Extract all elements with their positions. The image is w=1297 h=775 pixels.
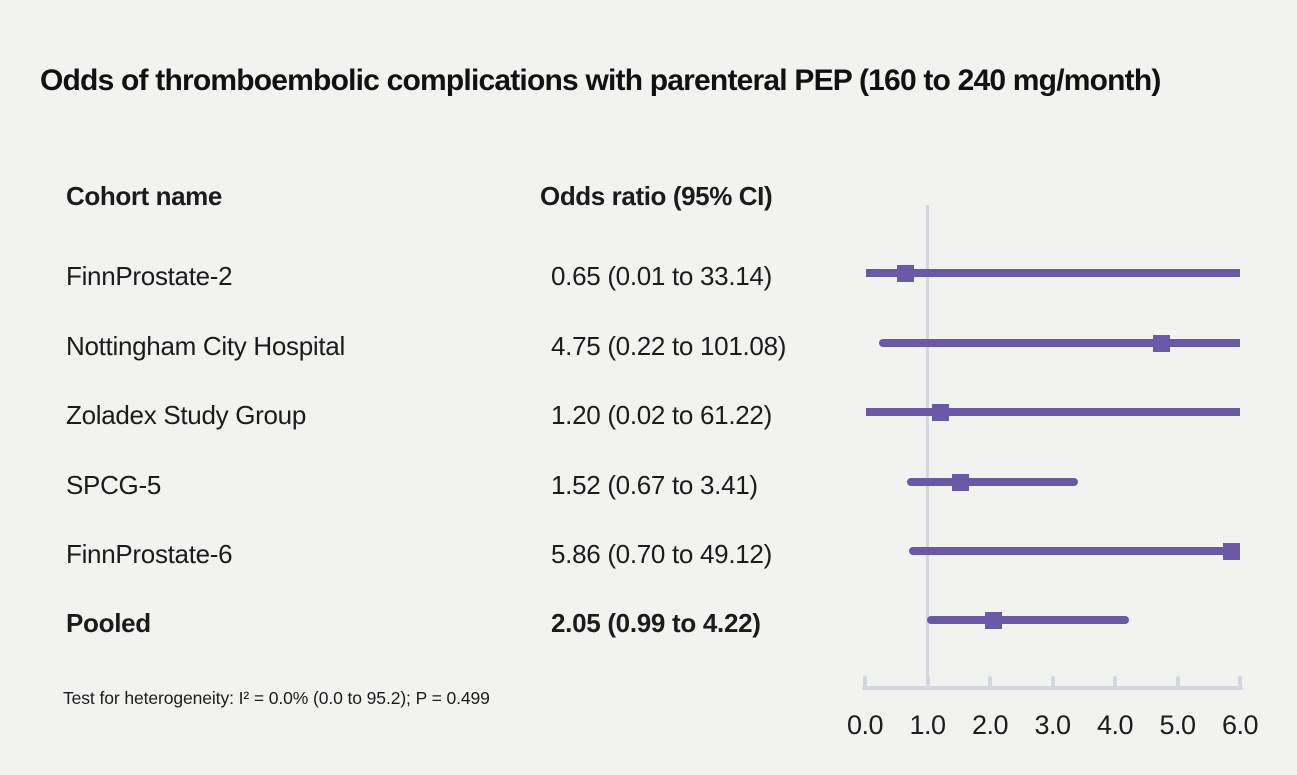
cohort-name-label: SPCG-5: [66, 470, 162, 500]
x-axis-tick-label: 4.0: [1096, 710, 1134, 740]
x-axis-tick-label: 0.0: [846, 710, 884, 740]
cohort-name-label: Pooled: [66, 608, 151, 638]
odds-ratio-marker: [897, 264, 915, 282]
column-header-cohort: Cohort name: [66, 181, 222, 211]
odds-ratio-value: 2.05 (0.99 to 4.22): [551, 608, 761, 638]
cohort-name-label: FinnProstate-6: [66, 539, 233, 569]
confidence-interval-line: [906, 478, 1079, 486]
x-axis-tick: [1113, 676, 1117, 689]
x-axis-tick: [863, 676, 867, 689]
confidence-interval-line: [926, 616, 1129, 624]
odds-ratio-value: 0.65 (0.01 to 33.14): [551, 261, 772, 291]
x-axis-tick: [1238, 676, 1242, 689]
x-axis-tick: [925, 676, 930, 689]
x-axis-tick: [1050, 676, 1055, 689]
odds-ratio-marker: [1153, 334, 1171, 352]
odds-ratio-marker: [984, 611, 1002, 629]
odds-ratio-value: 1.20 (0.02 to 61.22): [551, 400, 772, 430]
odds-ratio-value: 1.52 (0.67 to 3.41): [551, 470, 758, 500]
x-axis-tick: [988, 676, 992, 689]
reference-line-or-1: [926, 205, 929, 690]
x-axis-tick-label: 6.0: [1221, 710, 1259, 740]
confidence-interval-line: [866, 408, 1240, 416]
x-axis-tick-label: 3.0: [1034, 710, 1071, 740]
figure-title: Odds of thromboembolic complications wit…: [40, 64, 1161, 97]
odds-ratio-marker: [931, 403, 949, 421]
cohort-name-label: FinnProstate-2: [66, 261, 233, 291]
odds-ratio-value: 4.75 (0.22 to 101.08): [551, 331, 787, 361]
heterogeneity-note: Test for heterogeneity: I² = 0.0% (0.0 t…: [63, 688, 490, 708]
x-axis-tick: [1175, 676, 1180, 689]
odds-ratio-marker: [951, 473, 969, 491]
cohort-name-label: Nottingham City Hospital: [66, 331, 345, 361]
odds-ratio-value: 5.86 (0.70 to 49.12): [551, 539, 772, 569]
odds-ratio-marker: [1222, 542, 1240, 560]
confidence-interval-line: [865, 269, 1240, 277]
cohort-name-label: Zoladex Study Group: [66, 400, 306, 430]
confidence-interval-line: [878, 339, 1240, 347]
x-axis-tick-label: 5.0: [1159, 710, 1196, 740]
column-header-odds-ratio: Odds ratio (95% CI): [540, 181, 773, 211]
confidence-interval-line: [908, 547, 1240, 555]
x-axis-tick-label: 1.0: [909, 710, 946, 740]
x-axis-tick-label: 2.0: [971, 710, 1009, 740]
